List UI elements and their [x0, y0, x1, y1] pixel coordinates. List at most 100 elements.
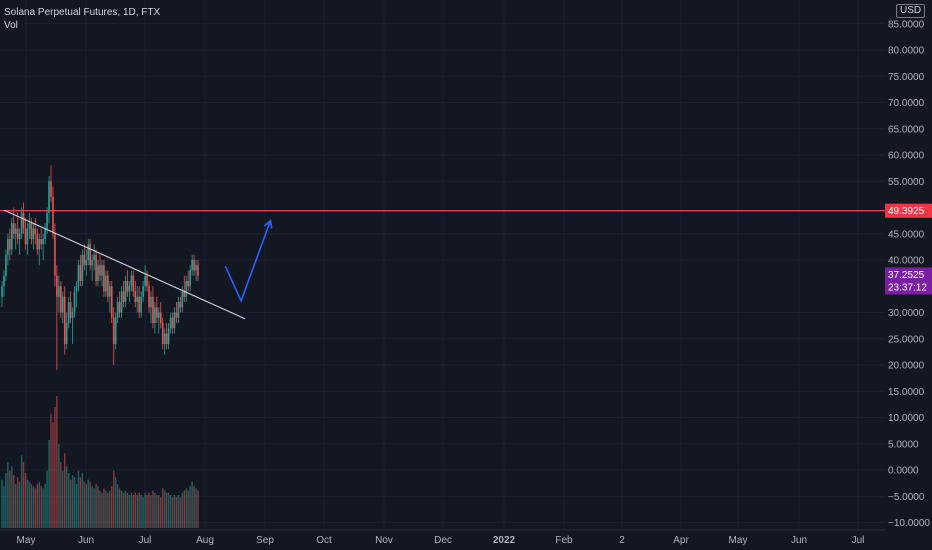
y-tick-label: 10.0000	[888, 413, 925, 424]
x-tick-label: 2022	[493, 535, 516, 546]
volume-bar	[32, 486, 35, 528]
candle	[89, 239, 91, 271]
volume-bar	[124, 490, 127, 528]
volume-bar	[158, 495, 160, 528]
volume-bar	[185, 488, 187, 528]
time-axis-background[interactable]	[0, 530, 932, 550]
volume-bar	[91, 486, 93, 528]
y-tick-label: 70.0000	[888, 98, 925, 109]
volume-bar	[195, 488, 197, 528]
y-tick-label: 30.0000	[888, 308, 925, 319]
volume-bar	[75, 484, 78, 528]
drawings[interactable]	[3, 209, 273, 320]
candle	[18, 228, 21, 255]
volume-bar	[103, 488, 105, 528]
price-axis-background[interactable]	[885, 0, 932, 530]
y-tick-label: 15.0000	[888, 387, 925, 398]
x-tick-label: May	[729, 535, 748, 546]
volume-bar	[62, 470, 64, 528]
volume-bar	[44, 484, 46, 528]
candle	[99, 254, 101, 281]
candle	[169, 312, 172, 334]
volume-bar	[87, 479, 89, 528]
price-axis[interactable]: 85.0000 80.0000 75.0000 70.0000 65.0000 60.00…	[888, 19, 930, 529]
volume-bar	[134, 492, 136, 528]
volume-bar	[128, 495, 131, 528]
volume-bar	[150, 495, 152, 528]
price-candles	[1, 165, 199, 371]
candle	[187, 270, 189, 292]
volume-bar	[111, 486, 113, 528]
trendline[interactable]	[3, 209, 246, 320]
candle	[189, 265, 191, 292]
candle	[22, 202, 25, 234]
volume-bar	[109, 490, 111, 528]
x-tick-label: 2	[619, 535, 625, 546]
candle	[120, 286, 123, 318]
volume-bar	[40, 486, 42, 528]
volume-bar	[18, 481, 21, 528]
candle	[179, 296, 182, 313]
symbol-title[interactable]: Solana Perpetual Futures, 1D, FTX	[4, 7, 161, 18]
volume-bar	[9, 470, 11, 528]
candle	[36, 228, 39, 255]
time-axis[interactable]: May Jun Jul Aug Sep Oct Nov Dec 2022 Feb 2 Apr May Ju…	[17, 535, 865, 546]
volume-bar	[42, 488, 44, 528]
volume-legend[interactable]: Vol	[4, 20, 18, 31]
y-tick-label: 85.0000	[888, 19, 925, 30]
x-tick-label: Oct	[316, 535, 332, 546]
y-tick-label: 60.0000	[888, 151, 925, 162]
volume-bar	[136, 495, 138, 528]
volume-bar	[165, 492, 168, 528]
y-tick-label: 80.0000	[888, 46, 925, 57]
volume-bar	[81, 473, 84, 528]
candle	[126, 270, 129, 297]
volume-bar	[120, 490, 123, 528]
y-tick-label: 55.0000	[888, 177, 925, 188]
candle	[107, 270, 109, 302]
candle	[173, 307, 176, 334]
svg-text:49.3925: 49.3925	[888, 206, 925, 217]
candle	[183, 275, 186, 302]
volume-bar	[152, 490, 154, 528]
candle	[71, 307, 74, 344]
volume-bar	[160, 497, 162, 528]
volume-bar	[58, 444, 60, 528]
candle	[77, 260, 80, 292]
candle	[69, 291, 72, 323]
volume-bar	[132, 495, 135, 528]
candle	[163, 328, 166, 355]
volume-bar	[163, 490, 166, 528]
candle	[14, 223, 17, 250]
volume-bar	[173, 495, 176, 528]
volume-bar	[154, 492, 156, 528]
candle	[191, 254, 193, 276]
candle	[175, 302, 178, 323]
x-tick-label: Aug	[196, 535, 214, 546]
candle	[150, 291, 152, 323]
volume-bar	[13, 475, 15, 528]
volume-bar	[34, 488, 37, 528]
volume-bar	[169, 495, 172, 528]
volume-bar	[77, 470, 80, 528]
x-tick-label: Feb	[555, 535, 573, 546]
candle	[50, 165, 52, 203]
volume-bar	[197, 490, 199, 528]
volume-bar	[113, 470, 115, 528]
currency-button[interactable]: USD	[896, 4, 926, 18]
candle	[48, 176, 50, 224]
volume-bar	[177, 495, 180, 528]
candle	[9, 228, 11, 260]
candle	[34, 218, 37, 245]
x-tick-label: Sep	[256, 535, 274, 546]
y-tick-label: 5.0000	[888, 439, 919, 450]
candle	[118, 291, 121, 318]
volume-bar	[24, 473, 27, 528]
volume-bar	[171, 497, 174, 528]
candle	[26, 223, 29, 255]
candle	[193, 254, 195, 276]
volume-bar	[65, 466, 68, 528]
projection-arrow[interactable]	[224, 220, 272, 304]
volume-bar	[30, 484, 33, 528]
